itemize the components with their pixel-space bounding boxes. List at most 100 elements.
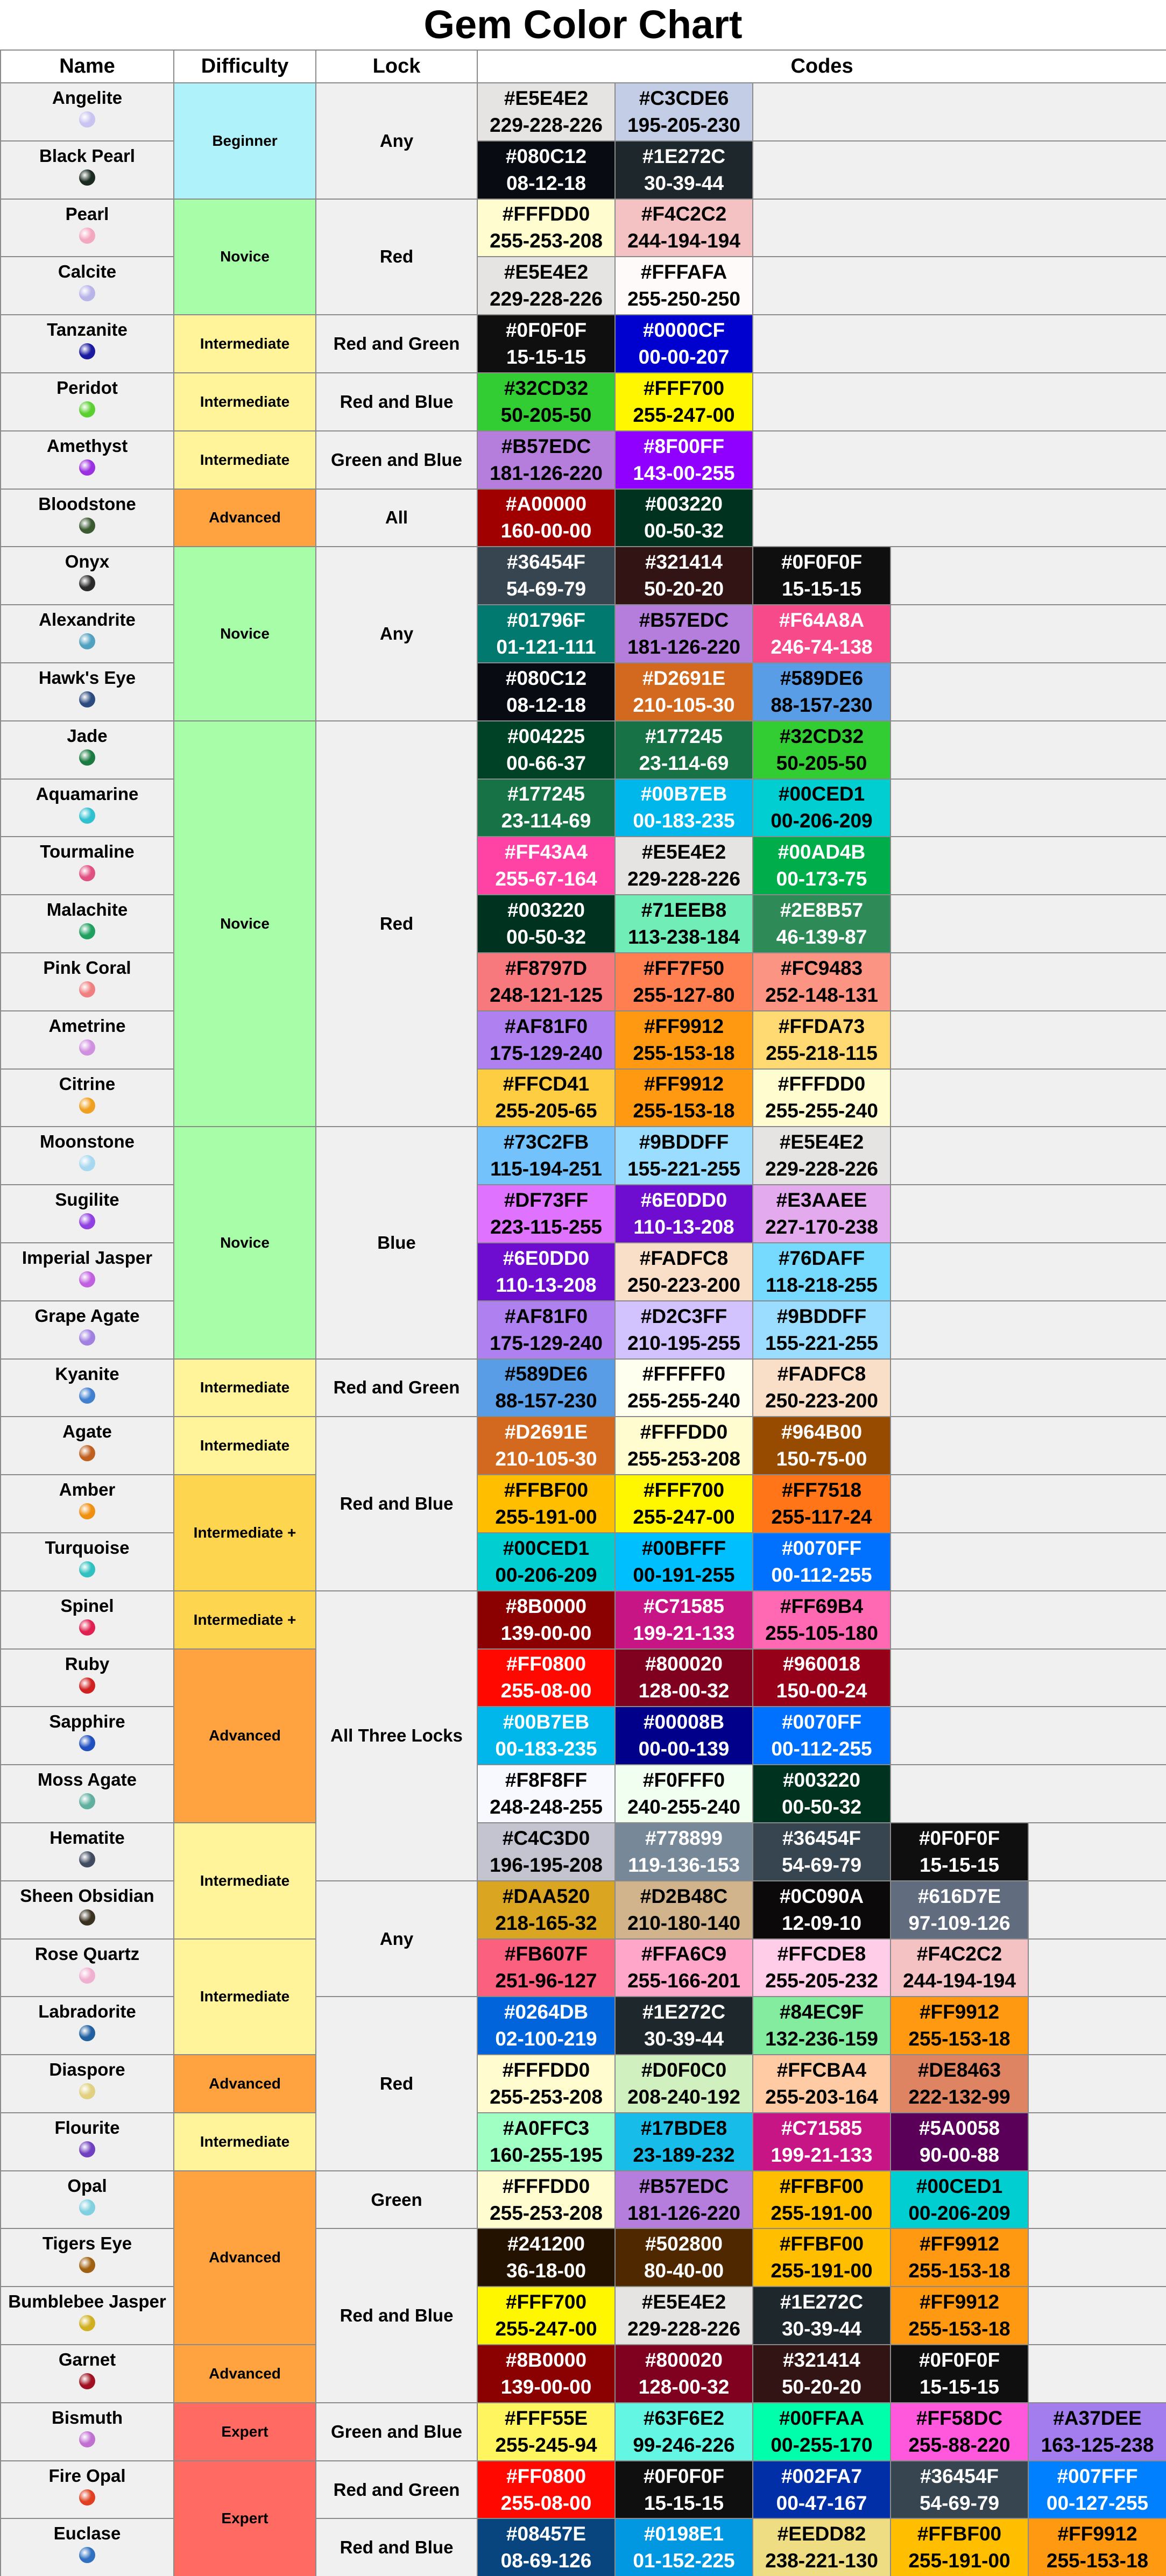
gem-name: Black Pearl [39,145,135,166]
empty-code-cell [1027,2054,1166,2113]
rgb-code: 248-248-255 [490,1796,603,1818]
color-swatch: #FF9912 255-153-18 [890,2228,1029,2288]
color-swatch: #0F0F0F 15-15-15 [752,546,891,606]
empty-code-cell [1027,1880,1166,1940]
gem-row-tourmaline: Tourmaline #FF43A4 255-67-164 #E5E4E2 229-22… [0,836,1166,896]
hex-code: #0F0F0F [918,1827,1000,1849]
hex-code: #FC9483 [780,957,863,979]
rgb-code: 12-09-10 [781,1912,862,1934]
diaspore-gem-icon [79,2083,95,2100]
hex-code: #F64A8A [779,609,865,632]
color-swatch: #1E272C 30-39-44 [614,140,753,200]
color-swatch: #321414 50-20-20 [752,2344,891,2403]
hex-code: #E5E4E2 [641,2291,726,2313]
color-swatch: #FFDA73 255-218-115 [752,1010,891,1070]
rgb-code: 00-173-75 [776,868,867,890]
color-swatch: #0F0F0F 15-15-15 [477,314,616,373]
color-swatch: #FF9912 255-153-18 [890,1996,1029,2056]
color-swatch: #00FFAA 00-255-170 [752,2402,891,2461]
rgb-code: 15-15-15 [506,346,586,369]
rgb-code: 80-40-00 [644,2260,724,2282]
rgb-code: 88-157-230 [495,1390,597,1412]
garnet-gem-icon [79,2373,95,2390]
difficulty-badge: Intermediate [173,1358,316,1418]
gem-name: Aquamarine [36,783,139,804]
color-swatch: #FFFDD0 255-253-208 [477,2170,616,2230]
rgb-code: 229-228-226 [627,868,740,890]
gem-name: Opal [67,2175,107,2196]
empty-code-cell [752,82,1166,141]
rgb-code: 00-50-32 [644,520,724,542]
rgb-code: 139-00-00 [500,1622,592,1644]
header-difficulty: Difficulty [173,49,316,83]
lock-label: Green and Blue [315,2402,478,2461]
rgb-code: 00-66-37 [506,752,586,774]
rgb-code: 01-121-111 [496,636,596,659]
rgb-code: 255-08-00 [500,2492,592,2514]
rgb-code: 255-250-250 [627,288,740,310]
gem-row-ametrine: Ametrine #AF81F0 175-129-240 #FF9912 255-153… [0,1010,1166,1070]
gem-name-cell: Kyanite [0,1358,174,1418]
color-swatch: #FFBF00 255-191-00 [752,2228,891,2288]
grape-agate-gem-icon [79,1329,95,1346]
rgb-code: 115-194-251 [490,1158,602,1180]
gem-name: Malachite [46,900,128,920]
gem-name: Pearl [65,203,109,224]
rgb-code: 250-223-200 [627,1273,740,1296]
hex-code: #C71585 [643,1595,725,1617]
hex-code: #FFBF00 [779,2233,864,2255]
rgb-code: 229-228-226 [627,2318,740,2340]
color-swatch: #32CD32 50-205-50 [752,720,891,780]
opal-gem-icon [79,2199,95,2216]
hex-code: #FFCD41 [503,1073,590,1095]
hex-code: #0198E1 [644,2523,724,2545]
hex-code: #FFFDD0 [502,203,590,225]
gem-row-fire-opal: Fire Opal Expert Red and Green #FF0800 255-0… [0,2460,1166,2576]
rgb-code: 54-69-79 [781,1853,862,1876]
hex-code: #0F0F0F [505,319,587,342]
color-swatch: #FF7518 255-117-24 [752,1474,891,1533]
empty-code-cell [889,778,1166,838]
gem-row-spinel: Spinel Intermediate + All Three Locks #8B00… [0,1590,1166,1881]
rgb-code: 223-115-255 [490,1216,602,1239]
gem-name: Grape Agate [34,1305,140,1326]
rgb-code: 255-255-240 [627,1390,740,1412]
rgb-code: 175-129-240 [490,1332,603,1354]
rgb-code: 00-50-32 [506,926,586,949]
rgb-code: 88-157-230 [771,693,873,716]
rgb-code: 23-114-69 [501,810,591,832]
hex-code: #080C12 [505,145,587,167]
empty-code-cell [1027,1996,1166,2056]
rgb-code: 255-105-180 [765,1622,878,1644]
empty-code-cell [1027,2286,1166,2346]
lock-label: Red [315,720,478,1128]
rgb-code: 255-247-00 [633,404,735,426]
hex-code: #0070FF [781,1711,862,1733]
color-swatch: #778899 119-136-153 [614,1822,753,1881]
difficulty-badge: Novice [173,720,316,1128]
gem-row-kyanite: Kyanite Intermediate Red and Green #589DE6 8… [0,1358,1166,1418]
rgb-code: 163-125-238 [1041,2433,1154,2456]
hex-code: #36454F [920,2465,999,2487]
color-swatch: #FFCBA4 255-203-164 [752,2054,891,2113]
empty-code-cell [752,372,1166,431]
hex-code: #589DE6 [504,1363,588,1385]
agate-gem-icon [79,1445,95,1462]
rgb-code: 160-00-00 [500,520,592,542]
hex-code: #00B7EB [503,1711,590,1733]
difficulty-badge: Intermediate [173,314,316,373]
bumblebee-jasper-gem-icon [79,2315,95,2332]
rgb-code: 255-88-220 [908,2433,1010,2456]
gem-name-cell: Amethyst [0,430,174,490]
gem-table-body: Angelite Beginner Any #E5E4E2 229-228-226 #C3… [0,82,1166,2576]
rgb-code: 155-221-255 [765,1332,878,1354]
color-swatch: #F8F8FF 248-248-255 [477,1764,616,1823]
gem-name: Rose Quartz [34,1943,140,1964]
gem-name: Ruby [65,1653,110,1674]
gem-name: Kyanite [55,1363,119,1384]
gem-name-cell: Black Pearl [0,140,174,200]
gem-name-cell: Citrine [0,1068,174,1128]
gem-name-cell: Pink Coral [0,952,174,1011]
gem-name-cell: Angelite [0,82,174,141]
